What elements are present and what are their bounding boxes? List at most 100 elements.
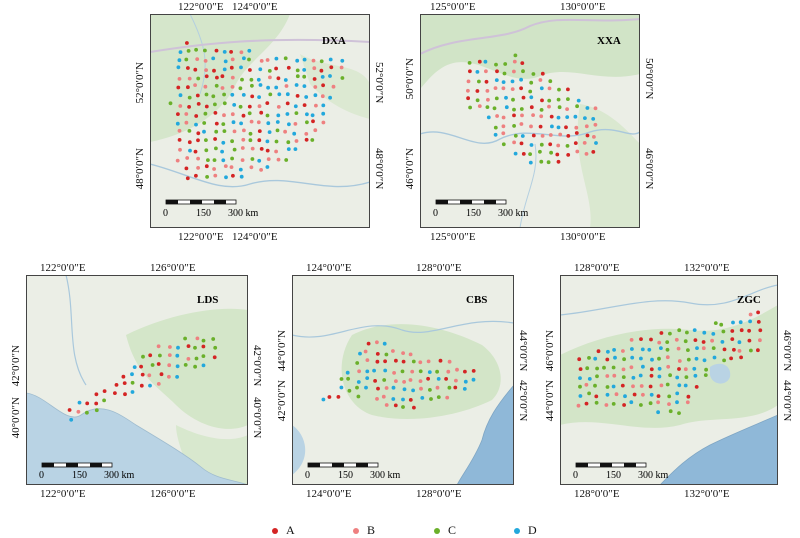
sample-point (620, 383, 625, 388)
sample-point (612, 348, 616, 352)
sample-point (549, 150, 553, 155)
sample-point (401, 351, 405, 355)
sample-point (113, 391, 117, 395)
sample-point (667, 402, 671, 406)
map-lds-scale-300: 300 km (104, 470, 135, 481)
sample-point (195, 336, 200, 341)
sample-point (576, 403, 581, 408)
sample-point (511, 97, 515, 102)
sample-point (384, 386, 389, 390)
sample-point (512, 107, 516, 112)
sample-point (584, 124, 589, 129)
sample-point (493, 86, 498, 90)
sample-point (418, 379, 423, 383)
sample-point (314, 103, 318, 108)
sample-point (602, 365, 606, 370)
map-zgc-label: ZGC (737, 294, 761, 306)
sample-point (528, 89, 533, 94)
sample-point (375, 340, 379, 345)
sample-point (312, 77, 317, 81)
sample-point (656, 400, 660, 405)
map-zgc-scale-150: 150 (606, 470, 621, 481)
sample-point (247, 111, 252, 116)
sample-point (286, 140, 291, 145)
sample-point (462, 387, 467, 391)
sample-point (168, 101, 173, 106)
legend-item-c: C (434, 523, 456, 538)
sample-point (721, 329, 726, 334)
sample-point (686, 357, 691, 362)
sample-point (340, 58, 345, 63)
sample-point (257, 138, 262, 143)
map-xxa-scale-bar: 0 150 300 km (433, 199, 529, 219)
sample-point (247, 104, 252, 109)
sample-point (578, 367, 583, 371)
map-cbs-points (321, 340, 476, 410)
sample-point (328, 95, 332, 100)
sample-point (230, 92, 235, 97)
sample-point (731, 320, 735, 325)
xxa-left-tick-2: 46°0′0″N (404, 148, 416, 190)
sample-point (275, 128, 280, 133)
sample-point (202, 121, 207, 125)
sample-point (148, 353, 153, 358)
sample-point (265, 58, 270, 62)
map-cbs-scale-300: 300 km (370, 470, 401, 481)
map-dxa-label: DXA (322, 35, 346, 47)
dxa-left-tick-1: 52°0′0″N (134, 62, 146, 104)
sample-point (411, 388, 415, 393)
sample-point (321, 111, 326, 116)
sample-point (419, 386, 423, 391)
zgc-left-tick-2: 44°0′0″N (544, 380, 556, 422)
sample-point (445, 395, 450, 400)
sample-point (477, 59, 482, 64)
sample-point (356, 380, 361, 384)
sample-point (284, 158, 289, 162)
map-cbs: CBS 0 150 300 km (292, 275, 514, 485)
sample-point (222, 92, 226, 97)
sample-point (547, 98, 552, 103)
map-cbs-sea-left (292, 425, 306, 475)
sample-point (339, 377, 344, 381)
sample-point (391, 349, 395, 353)
sample-point (230, 112, 235, 117)
lds-left-tick-1: 42°0′0″N (10, 345, 22, 387)
sample-point (220, 74, 225, 79)
sample-point (641, 392, 645, 397)
sample-point (686, 394, 691, 399)
sample-point (222, 101, 227, 106)
sample-point (584, 401, 589, 406)
sample-point (186, 66, 190, 70)
sample-point (575, 104, 579, 109)
sample-point (221, 158, 226, 163)
map-lds-river (65, 275, 87, 386)
sample-point (203, 84, 208, 89)
sample-point (239, 121, 243, 126)
sample-point (196, 166, 200, 170)
sample-point (546, 160, 551, 165)
sample-point (427, 370, 432, 374)
sample-point (177, 58, 182, 63)
sample-point (720, 340, 725, 344)
sample-point (240, 158, 245, 163)
sample-point (519, 122, 524, 126)
sample-point (230, 156, 234, 161)
sample-point (738, 320, 743, 325)
sample-point (294, 83, 299, 87)
xxa-top-tick-1: 125°0′0″E (430, 1, 476, 13)
sample-point (668, 331, 672, 336)
cbs-top-tick-2: 128°0′0″E (416, 262, 462, 274)
sample-point (340, 76, 345, 80)
sample-point (629, 338, 634, 342)
sample-point (512, 113, 516, 118)
sample-point (321, 83, 325, 88)
sample-point (294, 139, 299, 143)
sample-point (444, 377, 448, 381)
sample-point (213, 173, 218, 178)
sample-point (304, 95, 309, 99)
sample-point (657, 356, 661, 361)
map-xxa-river-2 (519, 143, 537, 228)
sample-point (365, 369, 370, 374)
sample-point (214, 48, 219, 53)
sample-point (648, 384, 653, 389)
